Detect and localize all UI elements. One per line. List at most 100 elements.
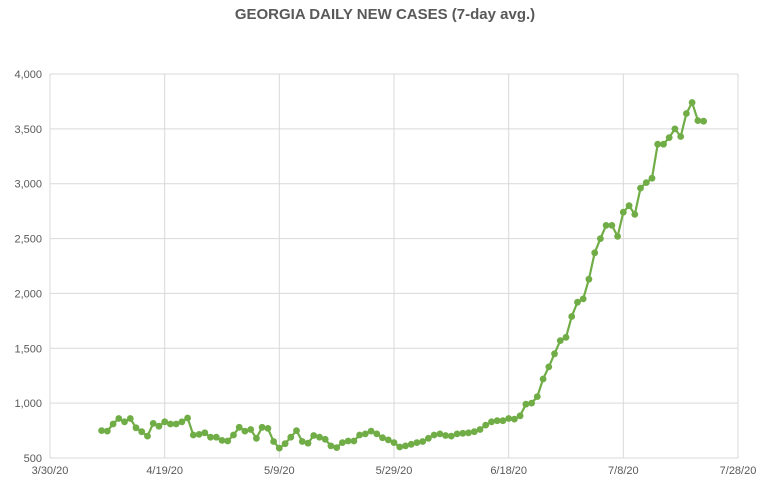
data-point <box>470 428 478 436</box>
data-point <box>253 434 260 442</box>
y-tick-label: 2,000 <box>14 288 42 300</box>
data-point <box>132 424 140 432</box>
data-point <box>442 432 449 439</box>
data-point <box>172 420 180 428</box>
data-point <box>700 117 707 125</box>
data-point <box>207 433 214 441</box>
data-point <box>293 427 300 434</box>
data-point <box>230 431 237 439</box>
data-point <box>344 437 352 445</box>
data-point <box>533 393 541 400</box>
data-point <box>218 437 226 444</box>
data-point <box>488 418 495 426</box>
data-point <box>602 222 610 229</box>
data-point <box>321 435 329 443</box>
data-point <box>683 110 690 117</box>
data-point <box>390 439 398 446</box>
data-point <box>637 184 644 192</box>
data-point <box>178 418 186 426</box>
y-tick-label: 3,000 <box>14 179 42 191</box>
x-tick-label: 7/28/20 <box>720 465 757 477</box>
data-point <box>310 432 318 439</box>
x-tick-label: 4/19/20 <box>146 465 183 477</box>
data-point <box>149 420 157 427</box>
data-point <box>373 430 381 438</box>
data-point <box>516 412 524 420</box>
data-point <box>298 438 306 445</box>
data-point <box>327 442 335 450</box>
data-point <box>396 443 404 451</box>
data-point <box>121 418 128 426</box>
data-point <box>562 333 570 341</box>
data-point <box>677 133 685 140</box>
data-point <box>665 134 673 142</box>
data-point <box>493 417 501 425</box>
y-tick-label: 2,500 <box>14 234 42 246</box>
data-point <box>264 425 272 432</box>
data-point <box>144 432 151 440</box>
data-point <box>619 208 627 216</box>
data-point <box>453 430 461 438</box>
data-point <box>425 434 432 442</box>
data-point <box>597 235 604 243</box>
data-point <box>413 439 421 446</box>
data-point <box>511 415 518 423</box>
data-point <box>287 433 295 441</box>
data-point <box>167 420 174 428</box>
data-point <box>522 400 530 408</box>
data-point <box>161 418 169 426</box>
data-point <box>539 375 547 383</box>
data-point <box>642 179 650 187</box>
data-point <box>109 420 117 428</box>
y-tick-label: 500 <box>24 453 42 465</box>
data-point <box>333 444 341 451</box>
data-point <box>361 430 369 438</box>
chart-title: GEORGIA DAILY NEW CASES (7-day avg.) <box>234 6 536 23</box>
y-tick-label: 3,500 <box>14 124 42 136</box>
data-point <box>614 233 621 240</box>
y-tick-label: 1,000 <box>14 398 42 410</box>
data-point <box>367 427 375 435</box>
data-point <box>499 417 507 425</box>
x-tick-label: 5/9/20 <box>264 465 295 477</box>
data-point <box>304 439 312 447</box>
data-point <box>660 140 667 148</box>
data-point <box>654 140 662 148</box>
data-point <box>184 414 192 422</box>
data-point <box>235 423 243 431</box>
data-point <box>339 439 346 446</box>
data-point <box>482 421 490 429</box>
data-point <box>316 433 323 441</box>
data-point <box>115 415 123 422</box>
data-point <box>402 442 409 450</box>
data-point <box>224 437 232 445</box>
data-point <box>103 427 111 435</box>
data-point <box>155 422 163 430</box>
data-point <box>688 99 696 106</box>
data-point <box>528 399 535 407</box>
data-point <box>379 434 386 442</box>
data-point <box>281 440 289 448</box>
x-tick-label: 6/18/20 <box>490 465 527 477</box>
y-tick-label: 1,500 <box>14 343 42 355</box>
data-point <box>574 298 581 306</box>
data-point <box>247 426 255 433</box>
data-point <box>407 440 415 448</box>
data-point <box>505 415 513 422</box>
data-point <box>556 337 564 344</box>
data-point <box>625 202 633 210</box>
data-point <box>201 429 209 437</box>
data-point <box>568 313 576 320</box>
data-point <box>126 415 134 422</box>
data-point <box>648 174 656 182</box>
series-line <box>101 101 704 450</box>
data-point <box>608 222 616 229</box>
data-point <box>436 430 444 438</box>
x-tick-label: 3/30/20 <box>32 465 69 477</box>
data-point <box>270 438 277 445</box>
data-series <box>98 99 707 452</box>
data-point <box>275 444 283 452</box>
data-point <box>430 431 438 439</box>
data-point <box>585 275 593 283</box>
